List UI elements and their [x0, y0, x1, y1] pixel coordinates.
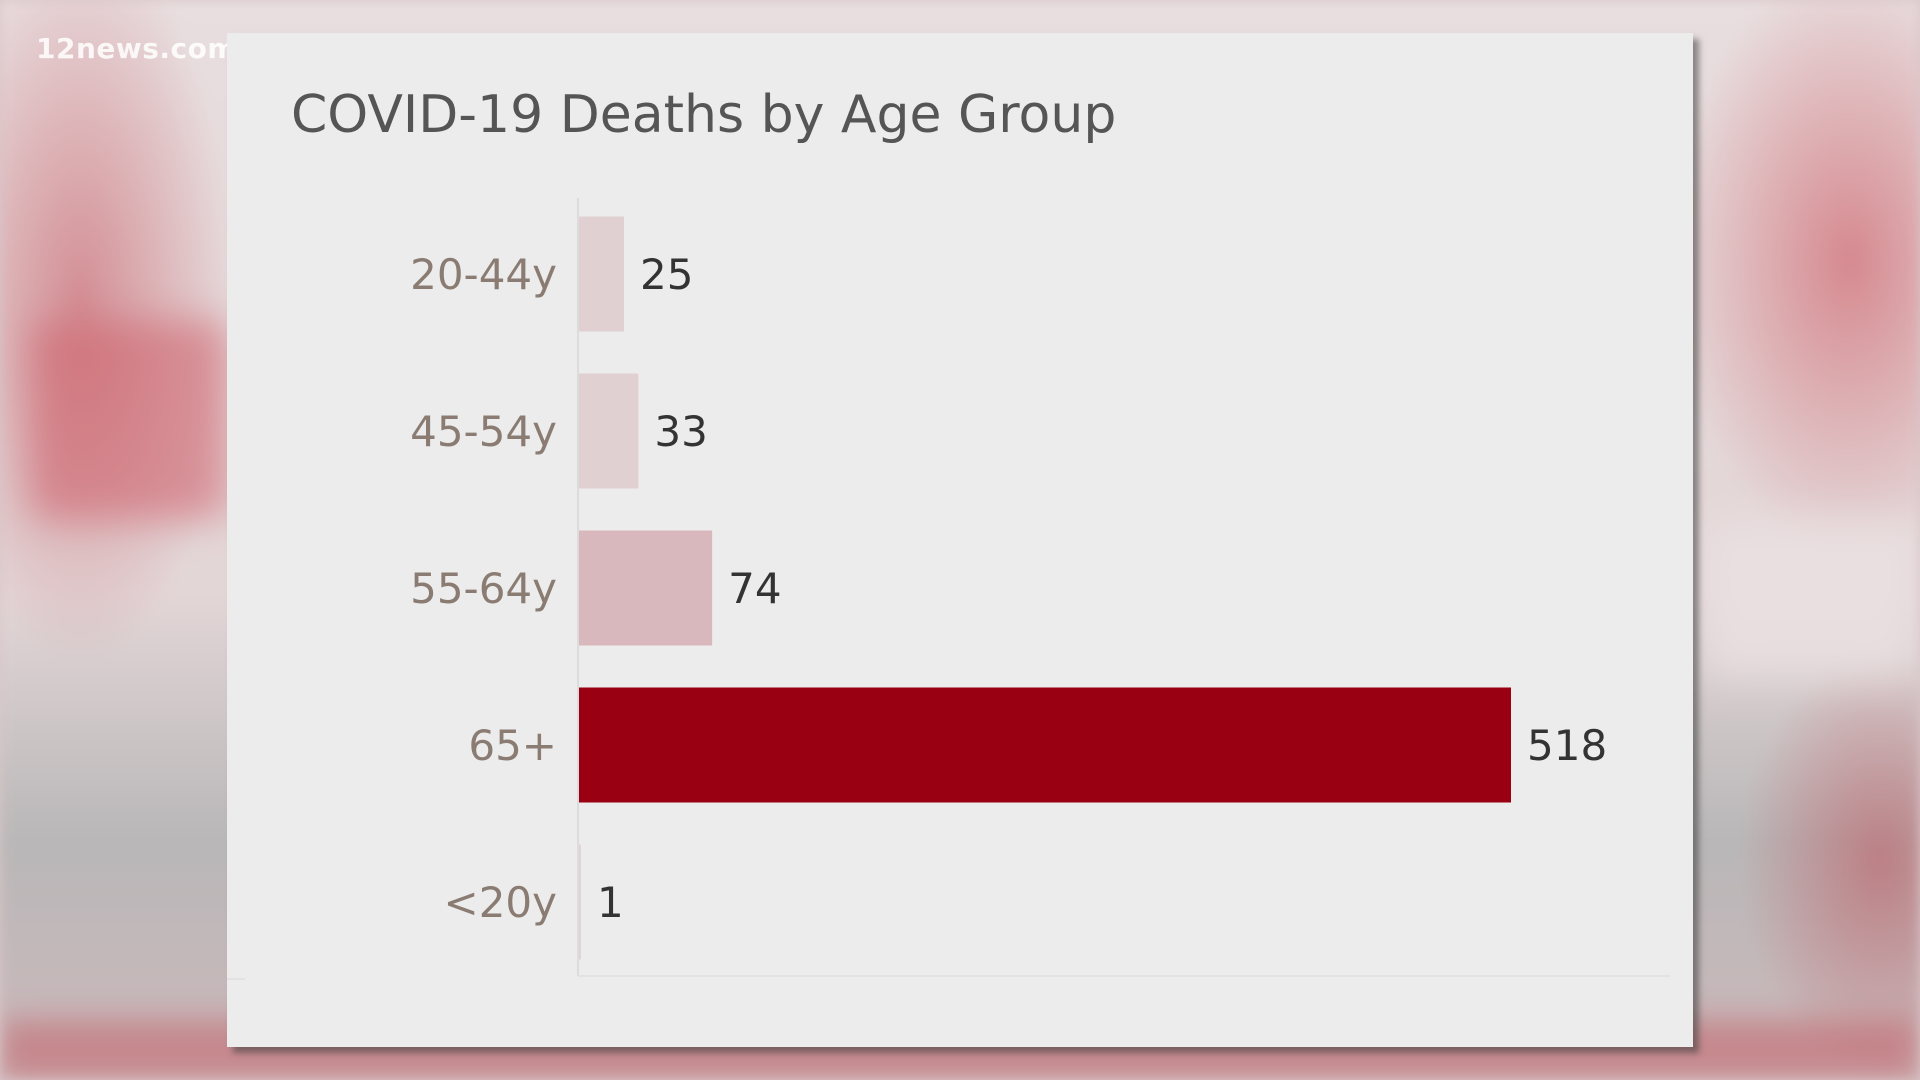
bars-group: 20-44y 25 45-54y 33 55-64y 74 65+ 518 <20y 1	[410, 216, 1607, 960]
data-label: 74	[728, 564, 781, 613]
category-label: 20-44y	[410, 250, 557, 299]
background-blob	[1700, 520, 1920, 680]
bar	[579, 530, 713, 646]
category-label: 65+	[468, 721, 557, 770]
chart-card: COVID-19 Deaths by Age Group 20-44y 25 45-…	[227, 33, 1693, 1047]
background-blob	[30, 320, 230, 520]
chart-title: COVID-19 Deaths by Age Group	[291, 85, 1117, 145]
data-label: 518	[1527, 721, 1607, 770]
bar	[579, 373, 639, 489]
category-label: <20y	[444, 878, 558, 927]
category-label: 45-54y	[410, 407, 557, 456]
data-label: 33	[654, 407, 707, 456]
category-label: 55-64y	[410, 564, 557, 613]
data-label: 25	[640, 250, 693, 299]
bar	[579, 844, 581, 960]
bar	[579, 687, 1511, 803]
bar	[579, 216, 624, 332]
data-label: 1	[597, 878, 624, 927]
station-watermark-logo: 12news.com	[36, 32, 238, 65]
bar-chart: 20-44y 25 45-54y 33 55-64y 74 65+ 518 <20y 1	[227, 198, 1670, 980]
